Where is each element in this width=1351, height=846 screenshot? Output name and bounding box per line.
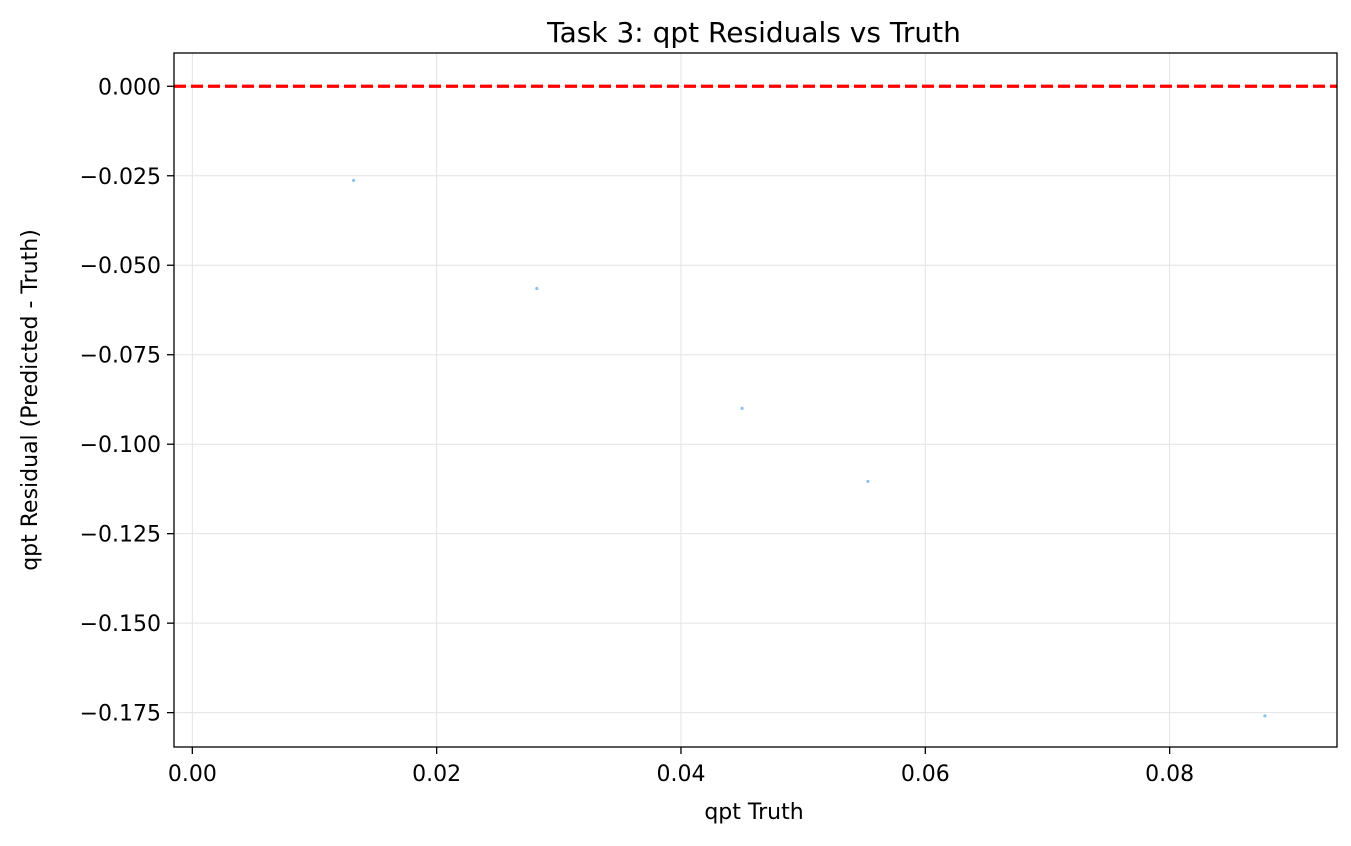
y-tick-label: −0.025 [80,165,161,190]
data-point [740,406,744,411]
x-tick-label: 0.08 [1145,762,1194,787]
plot-frame [173,52,1338,748]
y-tick-label: −0.175 [80,702,161,727]
y-tick-label: −0.100 [80,433,161,458]
x-axis-ticks: 0.00 0.02 0.04 0.06 0.08 [168,747,1194,787]
data-point [1263,714,1267,718]
chart-title: Task 3: qpt Residuals vs Truth [546,16,961,49]
data-point [535,286,539,291]
x-tick-label: 0.00 [168,762,217,787]
data-points [351,178,1267,718]
x-tick-label: 0.04 [656,762,705,787]
y-tick-label: −0.150 [80,612,161,637]
x-tick-label: 0.02 [412,762,461,787]
y-tick-label: 0.000 [98,75,161,100]
x-axis-title: qpt Truth [704,800,803,825]
data-point [866,479,870,484]
y-tick-label: −0.050 [80,254,161,279]
data-point [351,178,356,183]
y-axis-title: qpt Residual (Predicted - Truth) [18,229,43,571]
x-tick-label: 0.06 [901,762,950,787]
y-tick-label: −0.075 [80,344,161,369]
y-axis-ticks: 0.000 −0.025 −0.050 −0.075 −0.100 −0.125 −0.15… [80,75,174,727]
y-tick-label: −0.125 [80,523,161,548]
